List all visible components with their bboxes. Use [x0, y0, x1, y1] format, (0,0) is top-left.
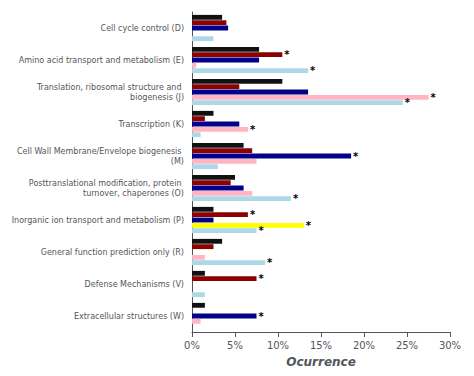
svg-text:*: *: [306, 220, 312, 231]
svg-text:*: *: [259, 311, 265, 322]
svg-text:(M): (M): [171, 157, 184, 166]
svg-text:*: *: [405, 97, 411, 108]
svg-text:*: *: [431, 92, 437, 103]
svg-text:0%: 0%: [184, 340, 200, 351]
svg-text:Cell Wall Membrane/Envelope bi: Cell Wall Membrane/Envelope biogenesis: [17, 147, 184, 156]
svg-text:30%: 30%: [439, 340, 461, 351]
svg-text:Amino acid transport and metab: Amino acid transport and metabolism (E): [19, 56, 184, 65]
svg-text:15%: 15%: [310, 340, 332, 351]
svg-text:Inorganic ion transport and me: Inorganic ion transport and metabolism (…: [12, 216, 184, 225]
svg-text:*: *: [250, 124, 256, 135]
svg-text:Cell cycle control (D): Cell cycle control (D): [101, 24, 184, 33]
svg-text:*: *: [250, 209, 256, 220]
svg-text:10%: 10%: [267, 340, 289, 351]
svg-text:*: *: [284, 49, 290, 60]
svg-text:Extracellular structures (W): Extracellular structures (W): [74, 312, 184, 321]
svg-text:20%: 20%: [353, 340, 375, 351]
svg-text:biogenesis (J): biogenesis (J): [130, 93, 184, 102]
svg-text:Translation, ribosomal structu: Translation, ribosomal structure and: [36, 83, 184, 92]
svg-text:*: *: [267, 257, 273, 268]
svg-text:*: *: [310, 65, 316, 76]
svg-text:Defense Mechanisms (V): Defense Mechanisms (V): [85, 280, 184, 289]
svg-text:*: *: [293, 193, 299, 204]
svg-text:turnover, chaperones (O): turnover, chaperones (O): [83, 189, 184, 198]
svg-text:5%: 5%: [227, 340, 243, 351]
svg-text:25%: 25%: [396, 340, 418, 351]
svg-text:*: *: [259, 273, 265, 284]
svg-text:Posttranslational modification: Posttranslational modification, protein: [29, 179, 184, 188]
svg-text:General function prediction on: General function prediction only (R): [41, 248, 184, 257]
svg-text:Transcription (K): Transcription (K): [118, 120, 184, 129]
svg-text:*: *: [353, 151, 359, 162]
svg-text:Ocurrence: Ocurrence: [286, 355, 356, 369]
svg-text:*: *: [259, 225, 265, 236]
